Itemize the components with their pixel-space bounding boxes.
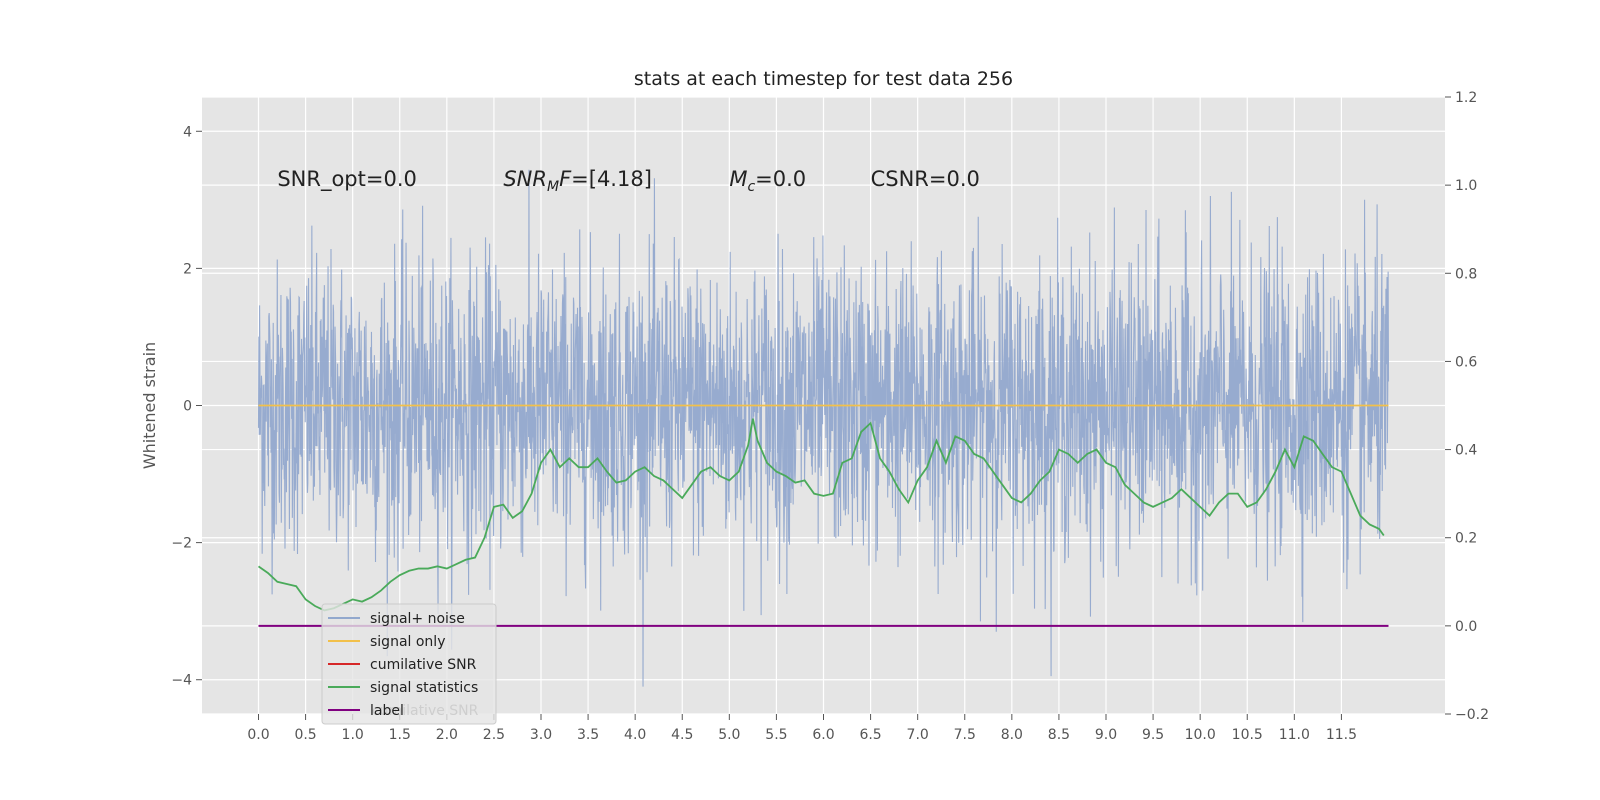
x-tick-label: 5.0 [718,727,740,743]
y2-tick-label: 0.2 [1455,531,1477,547]
x-tick-label: 1.5 [389,727,411,743]
series-signal-plus-noise [257,169,1390,687]
x-tick-label: 10.0 [1185,727,1216,743]
x-tick-label: 7.5 [954,727,976,743]
line-signal-statistics [257,418,1385,612]
x-tick-label: 2.5 [483,727,505,743]
x-tick-label: 2.0 [436,727,458,743]
legend-label-label: label [370,703,404,719]
x-tick-label: 11.5 [1326,727,1357,743]
x-tick-label: 10.5 [1232,727,1263,743]
y-tick-label: −4 [171,673,192,689]
y2-tick-label: 0.0 [1455,619,1477,635]
y-axis-label: Whitened strain [140,342,159,469]
x-tick-label: 4.5 [671,727,693,743]
annotation-csnr: CSNR=0.0 [871,167,980,191]
legend-box [321,603,497,725]
y-axis-left: −4 −2 0 2 4 [171,124,202,689]
legend-ghost-text: cumilative SNR [372,703,479,719]
x-tick-label: 6.0 [812,727,834,743]
legend-label-cumilative-snr: cumilative SNR [370,657,477,673]
x-tick-label: 11.0 [1279,727,1310,743]
legend-label-signal-statistics: signal statistics [370,680,478,696]
chart-title: stats at each timestep for test data 256 [634,68,1013,90]
legend-label-signal-noise: signal+ noise [370,611,465,627]
x-tick-label: 4.0 [624,727,646,743]
y2-tick-label: 0.8 [1455,266,1477,282]
y-tick-label: −2 [171,536,192,552]
x-tick-label: 7.0 [907,727,929,743]
x-axis: 0.0 0.5 1.0 1.5 2.0 2.5 3.0 3.5 4.0 4.5 5.0 5.5 6.0 6… [247,714,1357,743]
legend-label-signal-only: signal only [370,634,445,650]
x-tick-label: 9.0 [1095,727,1117,743]
y2-tick-label: 0.6 [1455,354,1477,370]
annotations: SNR_opt=0.0 SNRMF=[4.18] Mc=0.0 CSNR=0.0 [277,167,980,195]
x-tick-label: 3.5 [577,727,599,743]
y-tick-label: 0 [183,399,192,415]
y2-tick-label: 0.4 [1455,443,1477,459]
annotation-snr-mf: SNRMF=[4.18] [503,167,652,195]
y-tick-label: 2 [183,261,192,277]
y2-tick-label: −0.2 [1455,707,1489,723]
x-tick-label: 9.5 [1142,727,1164,743]
x-tick-label: 6.5 [859,727,881,743]
y2-tick-label: 1.0 [1455,178,1477,194]
x-tick-label: 8.0 [1001,727,1023,743]
x-tick-label: 3.0 [530,727,552,743]
y-tick-label: 4 [183,124,192,140]
y2-tick-label: 1.2 [1455,90,1477,106]
annotation-mc: Mc=0.0 [729,167,806,195]
legend: cumilative SNR signal+ noise signal only cu… [321,603,497,725]
y-axis-right: −0.2 0.0 0.2 0.4 0.6 0.8 1.0 1.2 [1445,90,1489,723]
line-signal-noise [257,169,1390,687]
annotation-snr-opt: SNR_opt=0.0 [277,167,417,192]
x-tick-label: 1.0 [342,727,364,743]
x-tick-label: 0.5 [294,727,316,743]
x-tick-label: 5.5 [765,727,787,743]
x-tick-label: 0.0 [247,727,269,743]
x-tick-label: 8.5 [1048,727,1070,743]
